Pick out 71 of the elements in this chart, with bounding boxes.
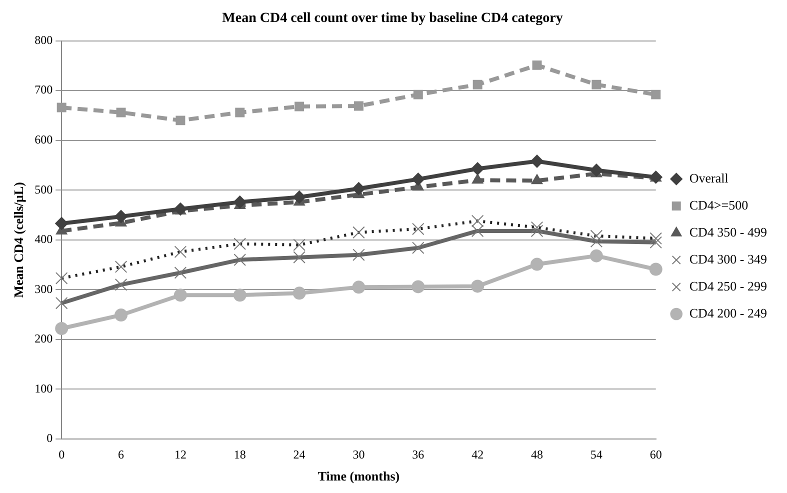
point (176, 116, 186, 126)
point (413, 90, 423, 100)
point (294, 102, 304, 112)
point (530, 258, 544, 271)
point (114, 210, 128, 224)
x-tick-label: 12 (174, 447, 186, 462)
point (292, 190, 306, 204)
point (233, 288, 246, 302)
point (55, 216, 68, 230)
point (530, 224, 544, 238)
chart-title: Mean CD4 cell count over time by baseline CD4 category (222, 11, 563, 26)
y-axis-title: Mean CD4 (cells/µL) (11, 182, 26, 298)
point (352, 182, 366, 196)
point (590, 249, 603, 262)
point (56, 102, 66, 112)
point (55, 296, 68, 310)
x-tick-label: 42 (472, 447, 484, 462)
point (114, 278, 128, 291)
point (412, 172, 425, 186)
x-tick-label: 60 (650, 447, 662, 462)
point (650, 236, 662, 249)
y-tick-label: 700 (34, 82, 53, 97)
point (234, 254, 246, 266)
x-tick-label: 30 (352, 447, 365, 462)
point (174, 288, 187, 302)
point (354, 101, 364, 111)
x-tick-label: 0 (58, 447, 65, 462)
point (530, 154, 544, 168)
point (651, 90, 661, 100)
point (412, 280, 425, 294)
legend-label: CD4 300 - 349 (689, 251, 767, 266)
legend-label: CD4 350 - 499 (689, 224, 767, 240)
point (472, 80, 482, 90)
x-tick-label: 6 (118, 447, 124, 462)
y-tick-label: 300 (34, 282, 53, 296)
y-tick-label: 800 (34, 32, 53, 47)
point (235, 108, 245, 118)
legend-label: CD4 200 - 249 (689, 305, 767, 320)
point (471, 162, 484, 176)
point (531, 174, 543, 184)
y-tick-label: 600 (34, 132, 53, 147)
x-tick-label: 54 (590, 447, 602, 462)
point (116, 108, 126, 118)
point (592, 80, 602, 90)
y-tick-label: 0 (46, 431, 53, 446)
point (532, 60, 542, 70)
point (352, 248, 365, 261)
y-tick-label: 200 (34, 332, 53, 346)
point (590, 164, 603, 177)
point (114, 308, 128, 322)
point (649, 262, 662, 276)
point (472, 174, 484, 184)
x-tick-label: 48 (531, 447, 544, 462)
legend-label: Overall (689, 170, 729, 186)
point (352, 280, 366, 294)
point (292, 286, 306, 300)
point (174, 266, 187, 279)
x-tick-label: 36 (412, 447, 424, 462)
point (233, 196, 246, 209)
point (55, 322, 68, 335)
point (412, 242, 424, 254)
legend-label: CD4 250 - 299 (689, 278, 767, 294)
x-tick-label: 24 (293, 447, 306, 462)
legend-label: CD4>=500 (689, 197, 748, 212)
x-axis-title: Time (months) (318, 468, 400, 484)
point (590, 235, 603, 248)
point (471, 280, 484, 293)
y-tick-label: 100 (34, 381, 53, 396)
y-tick-label: 500 (34, 182, 53, 196)
x-tick-label: 18 (234, 447, 246, 462)
y-tick-label: 400 (34, 232, 53, 246)
